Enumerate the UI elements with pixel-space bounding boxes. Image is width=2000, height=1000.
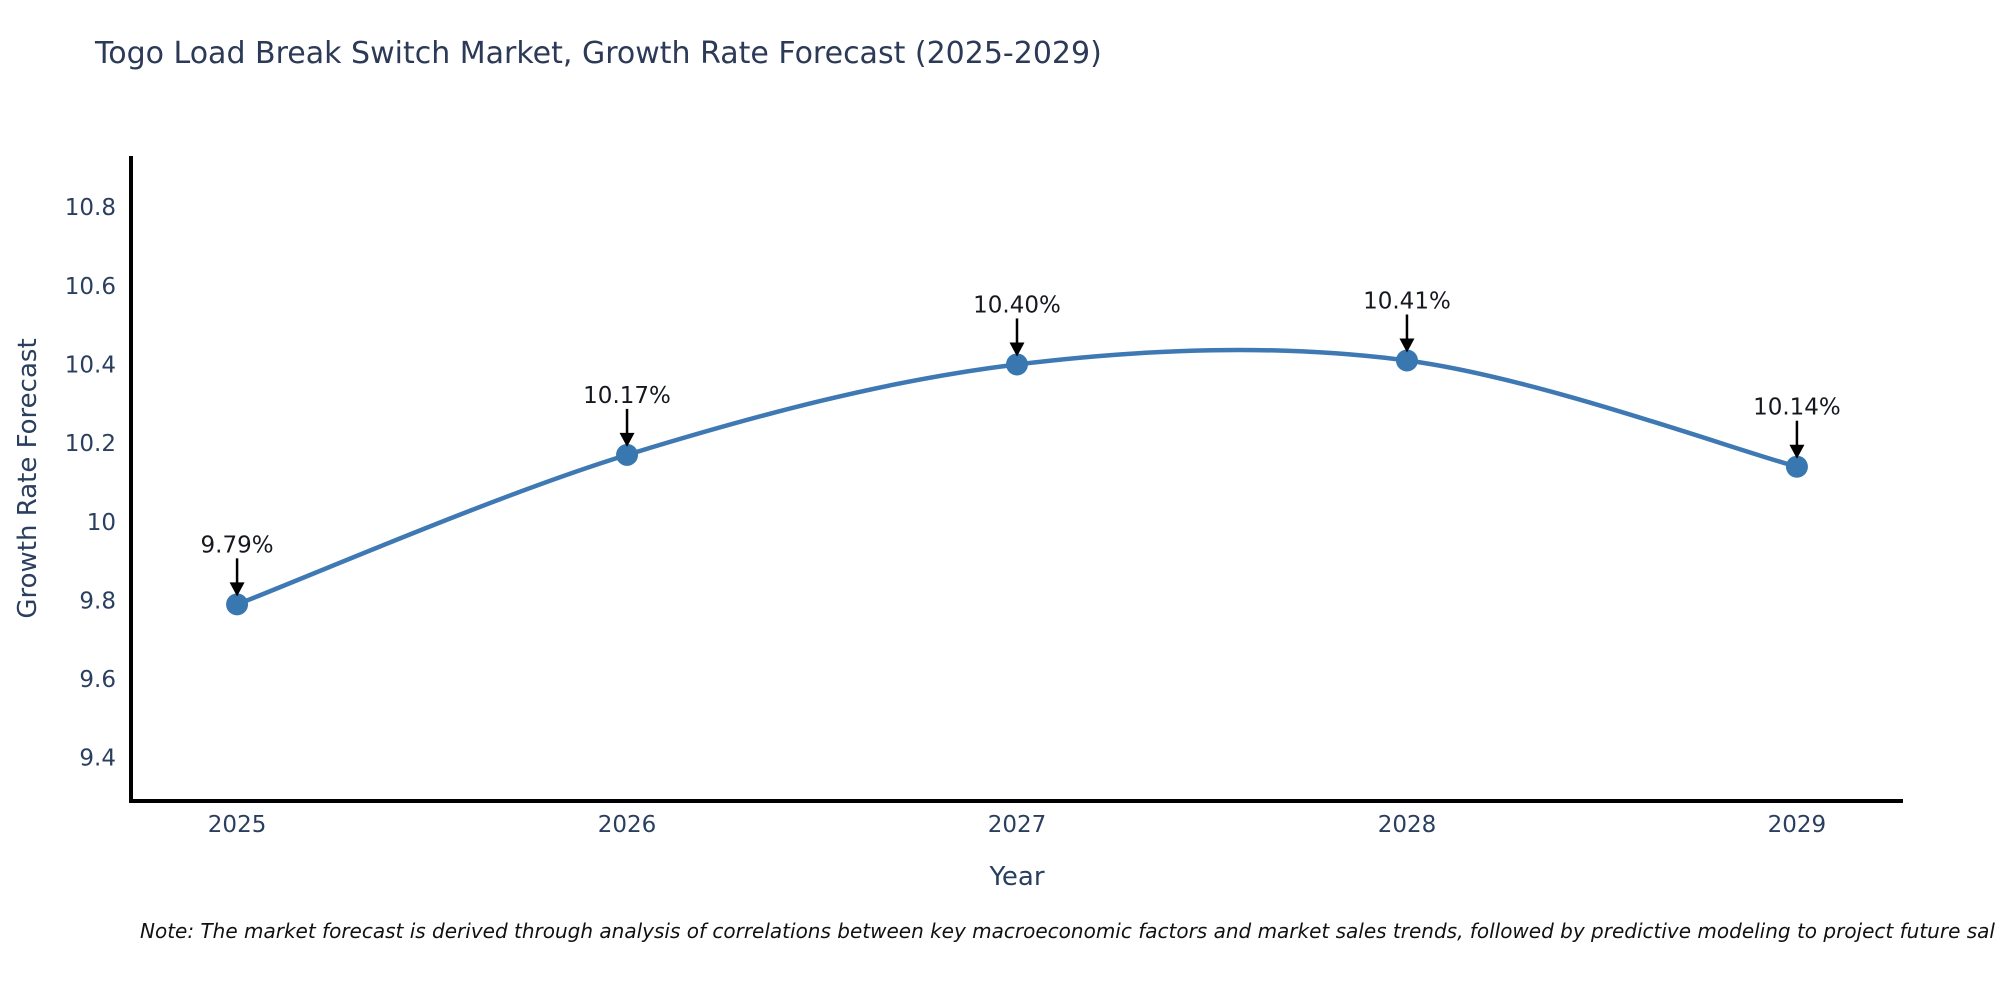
y-tick-label: 10.6 <box>65 274 116 300</box>
y-tick-label: 9.8 <box>79 588 116 614</box>
y-tick-label: 10.8 <box>65 195 116 221</box>
annotation-arrow-head <box>1789 444 1805 459</box>
x-tick-label: 2027 <box>988 812 1047 838</box>
y-tick-label: 10 <box>87 510 116 536</box>
data-point-marker <box>1395 349 1418 372</box>
x-tick-label: 2028 <box>1378 812 1437 838</box>
data-point-label: 10.40% <box>973 292 1061 318</box>
y-tick-label: 9.6 <box>79 667 116 693</box>
data-point-marker <box>226 593 249 616</box>
x-axis-title: Year <box>988 862 1044 892</box>
annotation-arrow-head <box>229 582 245 597</box>
annotation-arrow-head <box>619 432 635 447</box>
x-tick-label: 2026 <box>598 812 657 838</box>
data-point-marker <box>1006 353 1028 376</box>
footnote: Note: The market forecast is derived thr… <box>140 919 1995 943</box>
y-tick-label: 10.4 <box>65 352 116 378</box>
x-tick-label: 2025 <box>208 812 267 838</box>
data-point-marker <box>1785 455 1808 478</box>
x-tick-label: 2029 <box>1768 812 1827 838</box>
chart-title: Togo Load Break Switch Market, Growth Ra… <box>95 36 1102 71</box>
y-tick-label: 10.2 <box>65 431 116 457</box>
annotation-arrow-head <box>1009 342 1025 357</box>
data-point-marker <box>616 443 639 466</box>
y-axis-title: Growth Rate Forecast <box>13 338 43 618</box>
data-point-label: 10.17% <box>583 383 671 409</box>
data-point-label: 10.14% <box>1753 395 1841 421</box>
forecast-line <box>234 347 1800 607</box>
data-point-label: 10.41% <box>1363 289 1451 315</box>
data-point-label: 9.79% <box>201 532 274 558</box>
y-tick-label: 9.4 <box>79 746 116 772</box>
annotation-arrow-head <box>1399 338 1415 353</box>
